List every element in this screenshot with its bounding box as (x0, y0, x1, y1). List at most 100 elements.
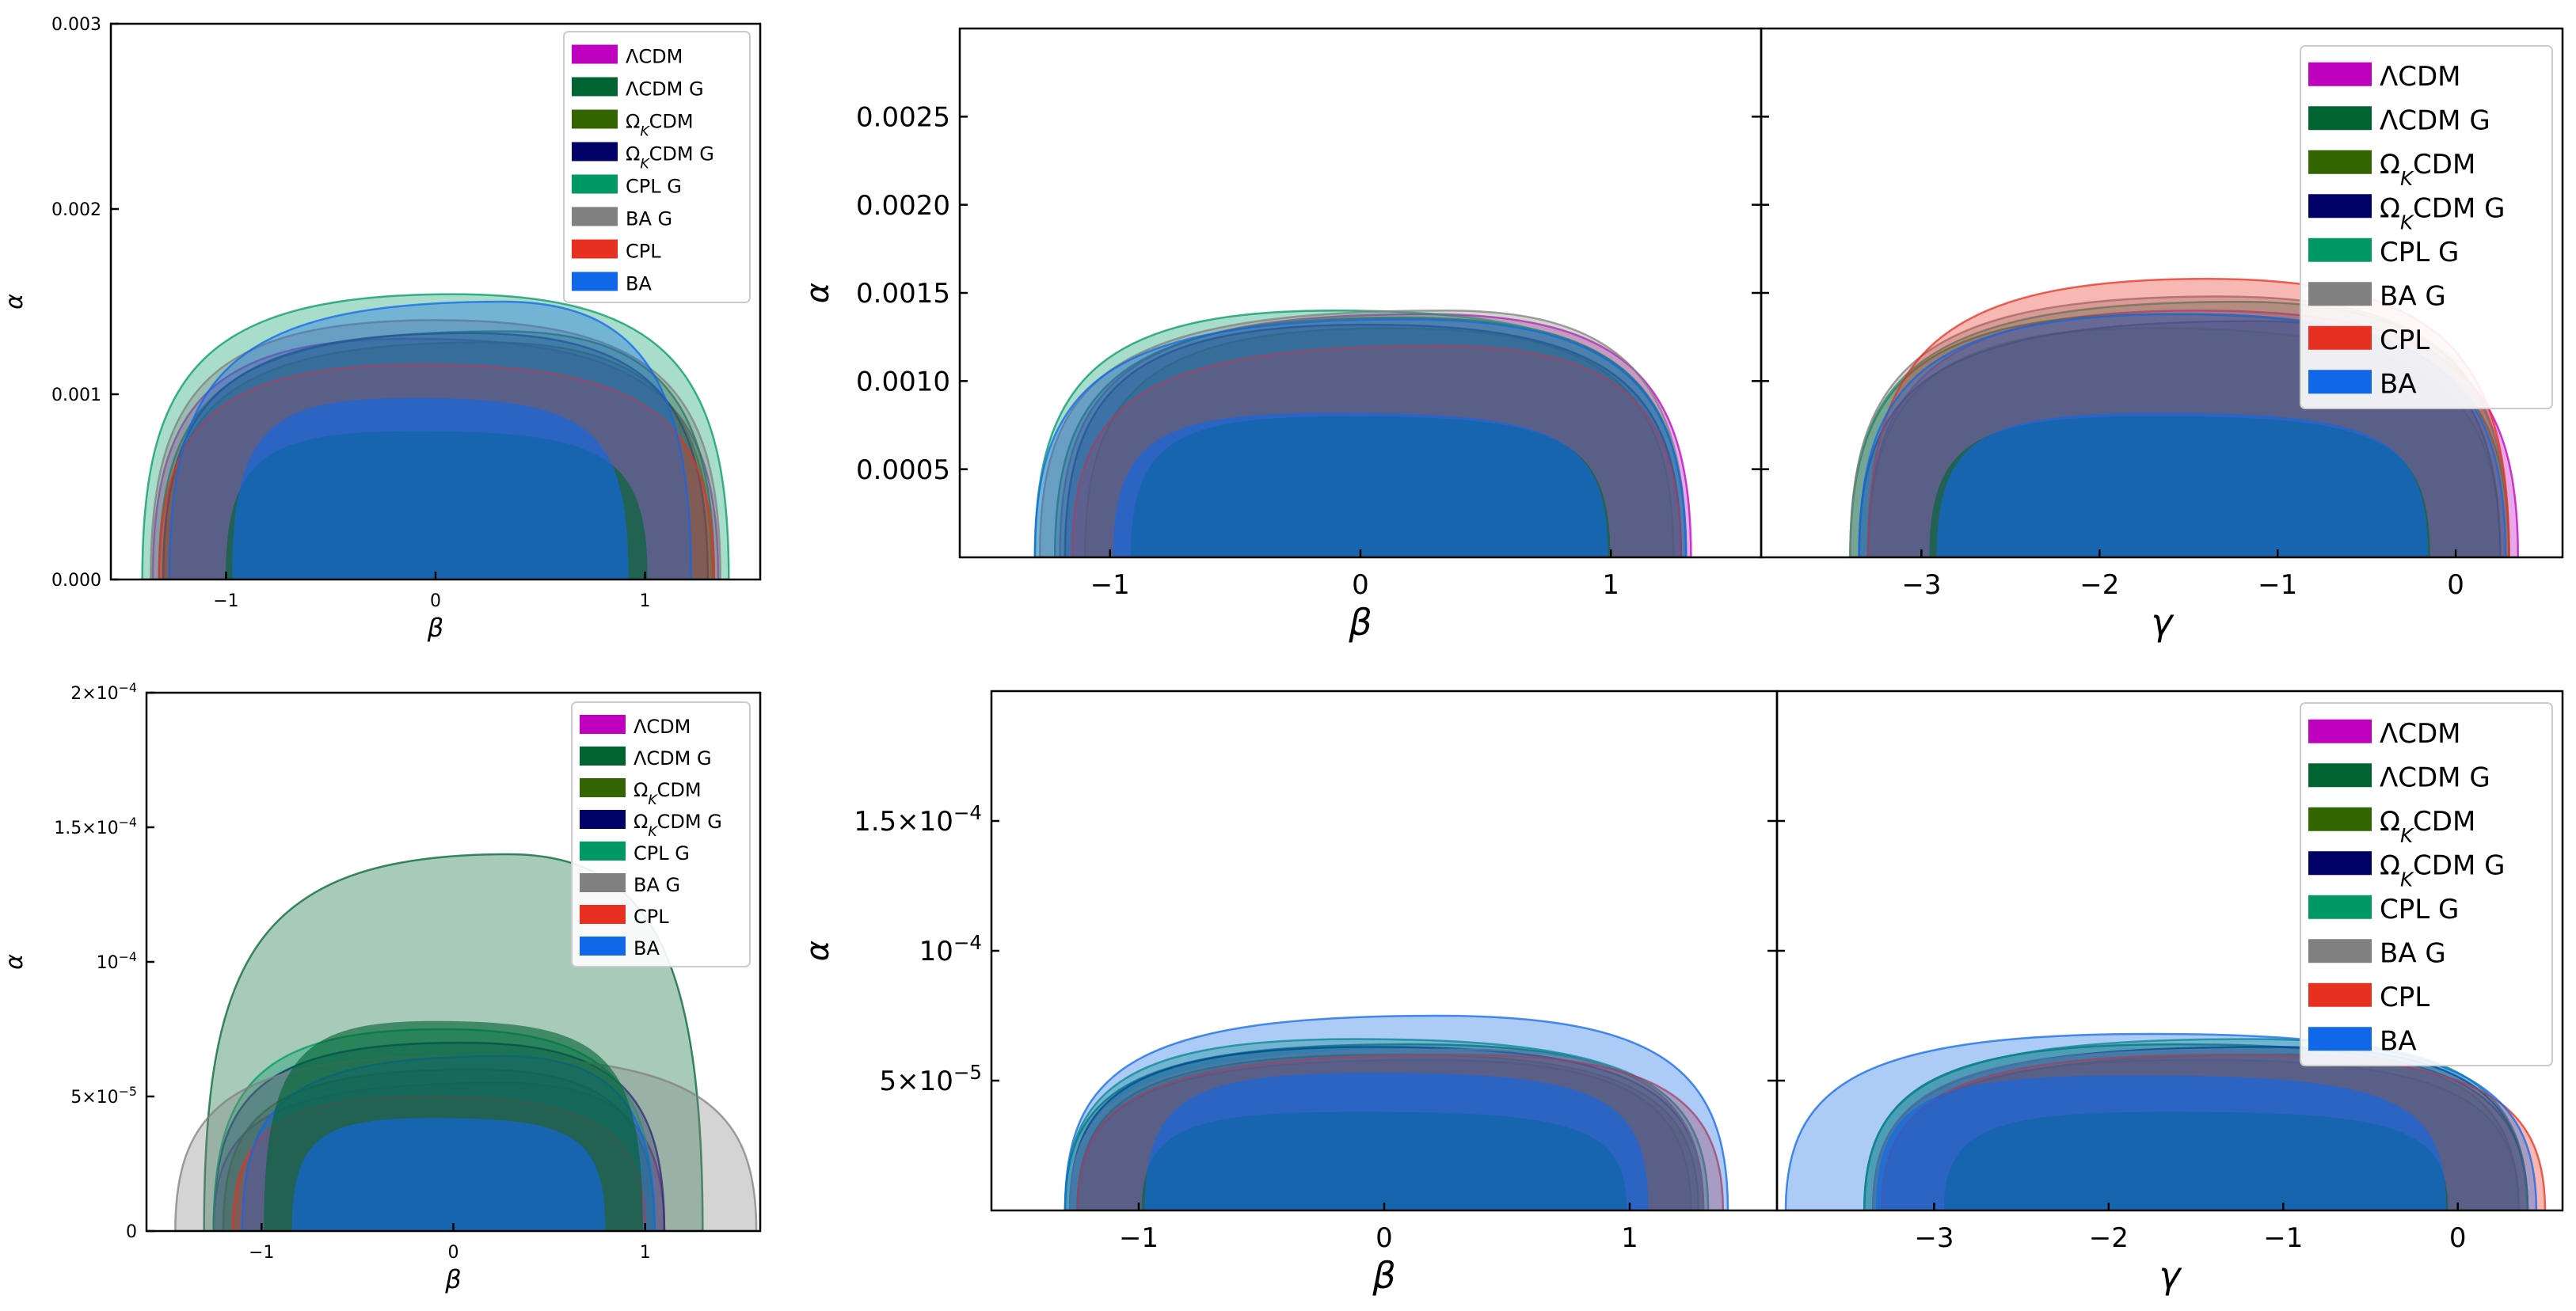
legend-swatch-okcdm-g (572, 142, 618, 162)
legend-swatch-lcdm (572, 44, 618, 64)
legend-frame (2300, 45, 2553, 409)
legend-swatch-cpl (2308, 325, 2372, 350)
legend-swatch-ba (2308, 370, 2372, 394)
y-tick-label: 0.002 (51, 200, 101, 220)
x-axis-label: β (444, 1264, 461, 1294)
legend-label: CPL G (634, 842, 690, 864)
y-tick-label: 10−4 (97, 948, 137, 973)
x-tick-label: 0 (448, 1243, 459, 1263)
x-tick-label: −1 (1090, 569, 1130, 601)
legend-label: ΛCDM G (626, 78, 704, 101)
plot-area (1784, 1032, 2547, 1210)
x-axis-label: β (427, 613, 443, 643)
x-tick-label: 0 (1352, 569, 1369, 601)
x-axis-label: γ (2151, 601, 2175, 644)
x-tick-label: 1 (640, 591, 651, 611)
plot-area (1033, 310, 1692, 557)
x-tick-label: −3 (1901, 569, 1941, 601)
x-tick-label: −1 (2258, 569, 2297, 601)
y-tick-label: 1.5×10−4 (54, 814, 137, 838)
chart-bottom-left: −1 0 1β05×10−510−41.5×10−42×10−4αΛCDMΛCDM … (1, 679, 762, 1294)
legend-label: BA (634, 937, 660, 960)
y-axis-label: α (800, 283, 836, 303)
legend-label: ΩKCDM (2380, 806, 2475, 847)
contour-inner-ba (232, 397, 629, 580)
x-axis-label: β (1372, 1254, 1395, 1297)
legend-swatch-cpl (2308, 982, 2372, 1007)
legend-swatch-lcdm-g (2308, 763, 2372, 788)
plot-area (141, 293, 730, 580)
y-tick-label: 5×10−5 (880, 1061, 982, 1098)
legend-label: CPL G (2380, 237, 2459, 268)
legend-swatch-lcdm-g (572, 77, 618, 97)
y-tick-label: 0.003 (51, 15, 101, 35)
legend-label: ΛCDM (626, 46, 683, 68)
legend-swatch-ba-g (2308, 939, 2372, 963)
legend-label: ΩKCDM G (2380, 849, 2505, 891)
chart-top-left: −1 0 1 β 0.000 0.001 0.002 0.003 α ΛCDM ΛCDM G ΩKCD… (1, 15, 762, 643)
y-tick-label: 0.0020 (856, 190, 950, 222)
y-tick-label: 0.0025 (856, 102, 950, 134)
x-tick-label: −1 (249, 1243, 274, 1263)
legend-swatch-okcdm-g (2308, 851, 2372, 876)
legend-label: BA (2380, 1025, 2417, 1057)
x-tick-label: 0 (430, 591, 441, 611)
x-tick-label: −2 (2089, 1222, 2129, 1254)
legend-swatch-ba-g (572, 207, 618, 226)
contour-inner-ba (1144, 1073, 1649, 1210)
legend-swatch-ba-g (580, 873, 626, 892)
legend-label: ΛCDM (634, 716, 691, 738)
plot-area (1064, 1014, 1729, 1210)
legend-label: BA G (626, 208, 672, 230)
legend-swatch-okcdm (2308, 150, 2372, 174)
legend-label: ΩKCDM (634, 779, 702, 808)
legend-label: ΛCDM G (2380, 104, 2490, 136)
y-tick-label: 10−4 (919, 931, 982, 968)
legend-label: CPL G (626, 176, 682, 198)
x-tick-label: 1 (640, 1243, 651, 1263)
x-tick-label: −3 (1914, 1222, 1954, 1254)
legend-swatch-okcdm (572, 109, 618, 129)
y-tick-label: 5×10−5 (70, 1083, 137, 1108)
legend-swatch-lcdm (580, 715, 626, 734)
legend-label: ΩKCDM G (2380, 192, 2505, 234)
x-tick-label: −1 (213, 591, 238, 611)
contour-inner-ba (1113, 412, 1608, 557)
legend-label: CPL G (2380, 894, 2459, 925)
legend-swatch-ba (572, 272, 618, 291)
legend-label: BA G (2380, 280, 2446, 312)
legend-frame (571, 701, 751, 967)
x-tick-label: −1 (2263, 1222, 2303, 1254)
legend-swatch-okcdm (580, 778, 626, 797)
legend-swatch-cpl-g (2308, 895, 2372, 919)
x-tick-label: 1 (1621, 1222, 1638, 1254)
x-tick-label: 1 (1602, 569, 1619, 601)
y-axis-label: α (1, 954, 29, 970)
y-tick-label: 1.5×10−4 (854, 801, 982, 838)
legend-swatch-ba (2308, 1027, 2372, 1051)
legend-swatch-lcdm (2308, 62, 2372, 86)
y-tick-label: 2×10−4 (70, 679, 137, 704)
legend-swatch-okcdm (2308, 807, 2372, 831)
chart-bottom-middle: −1 0 1 β 5×10−5 10−4 1.5×10−4 α (800, 690, 1779, 1297)
legend-swatch-lcdm-g (580, 747, 626, 766)
x-tick-label: 0 (2449, 1222, 2467, 1254)
x-axis-label: γ (2159, 1254, 2182, 1297)
legend-label: ΩKCDM G (626, 143, 714, 173)
legend-swatch-lcdm-g (2308, 106, 2372, 131)
legend-label: CPL (634, 906, 669, 928)
legend-swatch-cpl (572, 239, 618, 259)
x-tick-label: 0 (2447, 569, 2464, 601)
legend-label: ΛCDM G (2380, 762, 2490, 793)
y-tick-label: 0.001 (51, 386, 101, 405)
legend-label: ΛCDM (2380, 61, 2461, 93)
plot-area (174, 853, 758, 1231)
legend-swatch-lcdm (2308, 719, 2372, 743)
